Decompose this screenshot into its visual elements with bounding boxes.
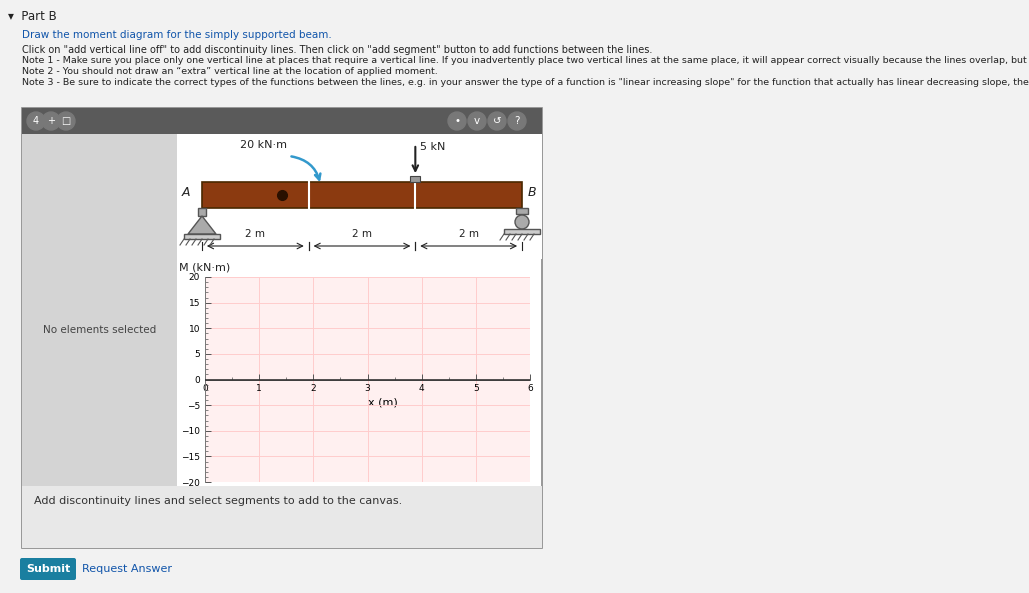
Bar — [202, 182, 522, 208]
Circle shape — [514, 215, 529, 229]
Text: Click on "add vertical line off" to add discontinuity lines. Then click on "add : Click on "add vertical line off" to add … — [22, 45, 652, 55]
FancyBboxPatch shape — [20, 558, 76, 580]
Bar — [22, 486, 542, 548]
Text: +: + — [47, 116, 55, 126]
Text: M (kN·m): M (kN·m) — [179, 263, 230, 273]
Polygon shape — [188, 216, 216, 234]
Text: 2 m: 2 m — [459, 229, 478, 239]
Text: 2 m: 2 m — [352, 229, 372, 239]
Text: ▾  Part B: ▾ Part B — [8, 10, 57, 23]
Text: ?: ? — [514, 116, 520, 126]
Bar — [516, 208, 528, 214]
Text: Draw the moment diagram for the simply supported beam.: Draw the moment diagram for the simply s… — [22, 30, 331, 40]
Text: Request Answer: Request Answer — [82, 564, 172, 574]
Text: Note 2 - You should not draw an “extra” vertical line at the location of applied: Note 2 - You should not draw an “extra” … — [22, 67, 437, 76]
Text: Add discontinuity lines and select segments to add to the canvas.: Add discontinuity lines and select segme… — [34, 496, 402, 506]
Text: •: • — [454, 116, 460, 126]
X-axis label: x (m): x (m) — [367, 397, 397, 407]
Bar — [22, 134, 177, 486]
Text: No elements selected: No elements selected — [43, 325, 156, 335]
Text: Note 1 - Make sure you place only one vertical line at places that require a ver: Note 1 - Make sure you place only one ve… — [22, 56, 1029, 65]
Text: 5 kN: 5 kN — [420, 142, 446, 152]
FancyArrowPatch shape — [291, 157, 320, 180]
Bar — [504, 229, 540, 234]
Circle shape — [488, 112, 506, 130]
Circle shape — [448, 112, 466, 130]
Text: B: B — [528, 186, 536, 199]
Text: 20 kN·m: 20 kN·m — [240, 140, 287, 150]
Text: Submit: Submit — [26, 564, 70, 574]
Text: A: A — [182, 186, 190, 199]
Circle shape — [42, 112, 60, 130]
Circle shape — [468, 112, 486, 130]
Text: Note 3 - Be sure to indicate the correct types of the functions between the line: Note 3 - Be sure to indicate the correct… — [22, 78, 1029, 87]
Bar — [198, 208, 206, 216]
Bar — [411, 176, 420, 182]
Circle shape — [57, 112, 75, 130]
Bar — [177, 134, 542, 259]
Text: v: v — [474, 116, 481, 126]
Bar — [22, 108, 542, 134]
Text: ↺: ↺ — [493, 116, 501, 126]
Text: □: □ — [62, 116, 71, 126]
Circle shape — [508, 112, 526, 130]
Bar — [22, 108, 542, 548]
Text: 4: 4 — [33, 116, 39, 126]
Bar — [184, 234, 220, 239]
Circle shape — [27, 112, 45, 130]
Text: 2 m: 2 m — [245, 229, 265, 239]
